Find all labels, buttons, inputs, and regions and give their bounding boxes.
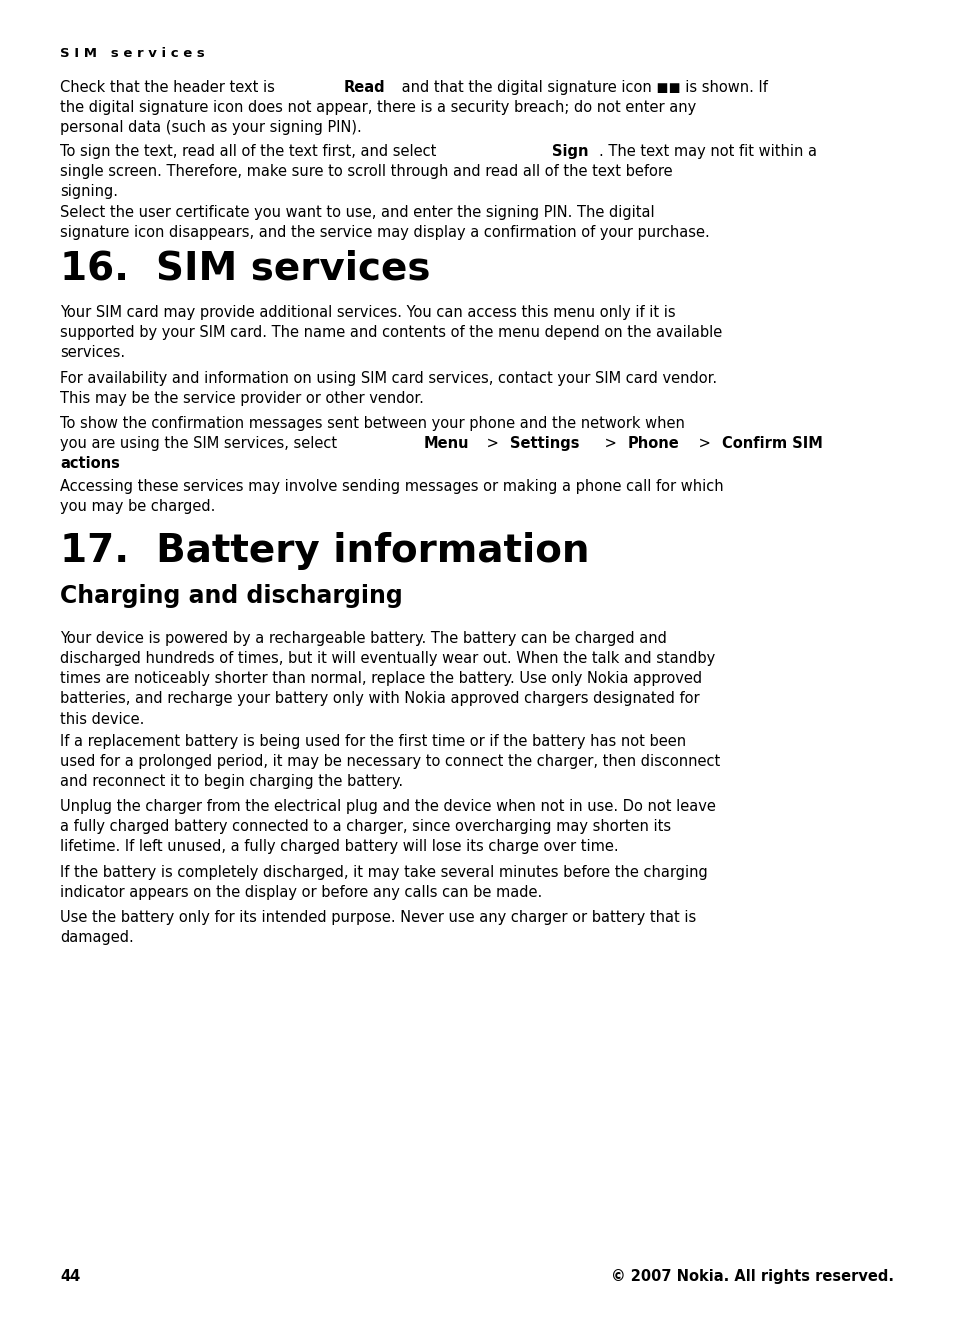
Text: personal data (such as your signing PIN).: personal data (such as your signing PIN)… — [60, 120, 361, 135]
Text: damaged.: damaged. — [60, 931, 133, 945]
Text: Read: Read — [343, 81, 384, 95]
Text: Unplug the charger from the electrical plug and the device when not in use. Do n: Unplug the charger from the electrical p… — [60, 798, 715, 814]
Text: 16.  SIM services: 16. SIM services — [60, 250, 430, 288]
Text: services.: services. — [60, 345, 125, 361]
Text: To show the confirmation messages sent between your phone and the network when: To show the confirmation messages sent b… — [60, 416, 684, 431]
Text: you are using the SIM services, select: you are using the SIM services, select — [60, 436, 341, 451]
Text: the digital signature icon does not appear, there is a security breach; do not e: the digital signature icon does not appe… — [60, 100, 696, 115]
Text: This may be the service provider or other vendor.: This may be the service provider or othe… — [60, 391, 423, 406]
Text: lifetime. If left unused, a fully charged battery will lose its charge over time: lifetime. If left unused, a fully charge… — [60, 839, 618, 854]
Text: >: > — [694, 436, 715, 451]
Text: signing.: signing. — [60, 184, 118, 200]
Text: and that the digital signature icon ◼◼ is shown. If: and that the digital signature icon ◼◼ i… — [396, 81, 767, 95]
Text: Charging and discharging: Charging and discharging — [60, 584, 402, 608]
Text: discharged hundreds of times, but it will eventually wear out. When the talk and: discharged hundreds of times, but it wil… — [60, 652, 715, 666]
Text: >: > — [482, 436, 503, 451]
Text: batteries, and recharge your battery only with Nokia approved chargers designate: batteries, and recharge your battery onl… — [60, 691, 699, 706]
Text: © 2007 Nokia. All rights reserved.: © 2007 Nokia. All rights reserved. — [610, 1269, 893, 1284]
Text: signature icon disappears, and the service may display a confirmation of your pu: signature icon disappears, and the servi… — [60, 225, 709, 241]
Text: you may be charged.: you may be charged. — [60, 500, 215, 514]
Text: Menu: Menu — [423, 436, 469, 451]
Text: Phone: Phone — [627, 436, 679, 451]
Text: supported by your SIM card. The name and contents of the menu depend on the avai: supported by your SIM card. The name and… — [60, 325, 721, 340]
Text: 17.  Battery information: 17. Battery information — [60, 531, 589, 570]
Text: . The text may not fit within a: . The text may not fit within a — [598, 144, 816, 159]
Text: Your SIM card may provide additional services. You can access this menu only if : Your SIM card may provide additional ser… — [60, 305, 675, 320]
Text: times are noticeably shorter than normal, replace the battery. Use only Nokia ap: times are noticeably shorter than normal… — [60, 672, 701, 686]
Text: If the battery is completely discharged, it may take several minutes before the : If the battery is completely discharged,… — [60, 865, 707, 880]
Text: Settings: Settings — [510, 436, 578, 451]
Text: used for a prolonged period, it may be necessary to connect the charger, then di: used for a prolonged period, it may be n… — [60, 754, 720, 769]
Text: Select the user certificate you want to use, and enter the signing PIN. The digi: Select the user certificate you want to … — [60, 205, 654, 219]
Text: For availability and information on using SIM card services, contact your SIM ca: For availability and information on usin… — [60, 371, 717, 386]
Text: a fully charged battery connected to a charger, since overcharging may shorten i: a fully charged battery connected to a c… — [60, 820, 670, 834]
Text: Use the battery only for its intended purpose. Never use any charger or battery : Use the battery only for its intended pu… — [60, 910, 696, 925]
Text: and reconnect it to begin charging the battery.: and reconnect it to begin charging the b… — [60, 775, 403, 789]
Text: To sign the text, read all of the text first, and select: To sign the text, read all of the text f… — [60, 144, 440, 159]
Text: Sign: Sign — [551, 144, 587, 159]
Text: 44: 44 — [60, 1269, 80, 1284]
Text: >: > — [599, 436, 620, 451]
Text: Your device is powered by a rechargeable battery. The battery can be charged and: Your device is powered by a rechargeable… — [60, 631, 666, 646]
Text: S I M   s e r v i c e s: S I M s e r v i c e s — [60, 48, 205, 59]
Text: this device.: this device. — [60, 711, 144, 727]
Text: If a replacement battery is being used for the first time or if the battery has : If a replacement battery is being used f… — [60, 734, 685, 750]
Text: Check that the header text is: Check that the header text is — [60, 81, 279, 95]
Text: actions: actions — [60, 456, 120, 471]
Text: single screen. Therefore, make sure to scroll through and read all of the text b: single screen. Therefore, make sure to s… — [60, 164, 672, 178]
Text: Accessing these services may involve sending messages or making a phone call for: Accessing these services may involve sen… — [60, 479, 723, 494]
Text: Confirm SIM: Confirm SIM — [721, 436, 821, 451]
Text: indicator appears on the display or before any calls can be made.: indicator appears on the display or befo… — [60, 886, 541, 900]
